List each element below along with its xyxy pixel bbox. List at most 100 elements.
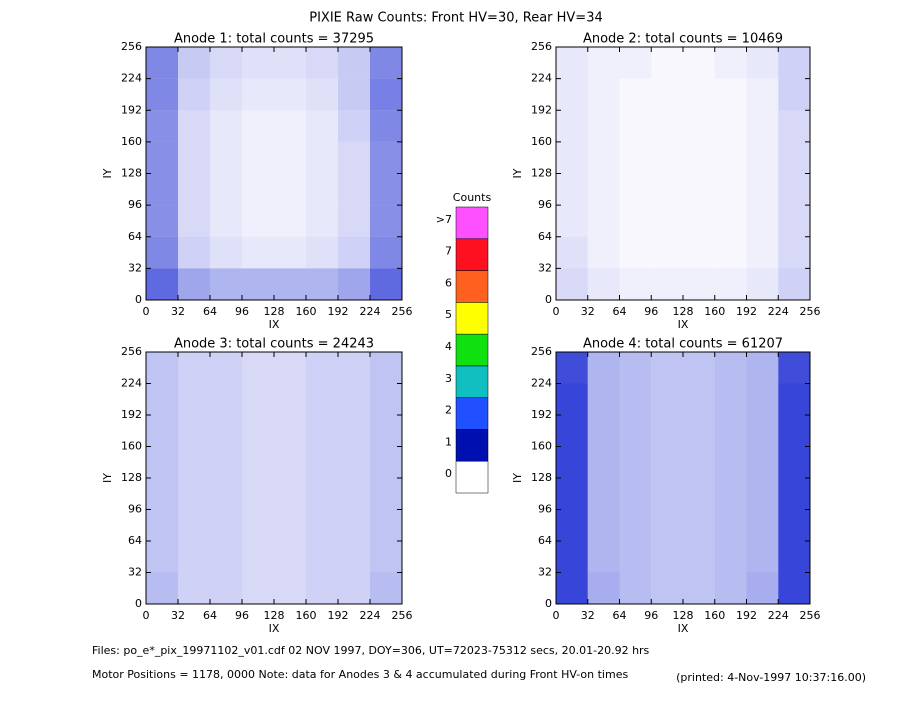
y-tick-label: 32 — [128, 261, 142, 274]
heat-cell — [620, 174, 652, 206]
heat-cell — [306, 236, 338, 269]
heat-cell — [556, 415, 588, 447]
heat-cell — [746, 268, 779, 300]
heat-cell — [210, 141, 242, 174]
heat-cell — [274, 78, 306, 111]
heat-cell — [778, 415, 810, 447]
heat-cell — [178, 268, 210, 300]
x-tick-label: 128 — [264, 305, 285, 318]
x-tick-label: 32 — [171, 305, 185, 318]
heat-cell — [587, 509, 620, 541]
x-tick-label: 160 — [296, 305, 317, 318]
heat-cell — [746, 541, 779, 573]
x-tick-label: 128 — [673, 305, 694, 318]
heat-cell — [746, 236, 779, 269]
heat-cell — [587, 352, 620, 384]
colorbar-label: 2 — [445, 404, 452, 417]
heat-cell — [210, 383, 242, 415]
heat-cell — [210, 268, 242, 300]
heat-cell — [778, 509, 810, 541]
heat-cell — [746, 352, 779, 384]
heat-cell — [651, 237, 683, 269]
y-tick-label: 224 — [531, 377, 552, 390]
y-axis-label: IY — [511, 473, 524, 483]
heat-cell — [242, 47, 274, 79]
heat-cell — [242, 141, 274, 174]
x-axis-label: IX — [678, 318, 689, 331]
footer-files: Files: po_e*_pix_19971102_v01.cdf 02 NOV… — [92, 644, 650, 657]
x-tick-label: 96 — [644, 609, 658, 622]
x-tick-label: 64 — [613, 305, 627, 318]
colorbar-swatch — [455, 397, 489, 430]
y-tick-label: 32 — [538, 261, 552, 274]
x-tick-label: 256 — [800, 609, 821, 622]
y-tick-label: 32 — [538, 566, 552, 579]
heat-cell — [746, 509, 779, 541]
heat-cell — [370, 383, 402, 415]
y-tick-label: 160 — [531, 440, 552, 453]
y-tick-label: 32 — [128, 566, 142, 579]
heat-cell — [620, 205, 652, 237]
heat-cell — [556, 110, 588, 142]
heat-cell — [683, 79, 715, 111]
heat-cell — [306, 352, 338, 384]
heat-cell — [714, 509, 747, 541]
heat-cell — [587, 415, 620, 447]
heat-cell — [715, 79, 747, 111]
y-tick-label: 224 — [531, 72, 552, 85]
y-tick-label: 160 — [121, 440, 142, 453]
heat-cell — [651, 478, 683, 510]
heat-cell — [210, 572, 242, 604]
heat-cell — [587, 478, 620, 510]
heat-cell — [746, 47, 779, 79]
heat-cell — [746, 141, 779, 174]
heat-cell — [683, 110, 715, 142]
heat-cell — [242, 415, 274, 447]
heat-cell — [370, 541, 402, 573]
heat-cell — [746, 383, 779, 415]
heat-cell — [274, 383, 306, 415]
heat-cell — [274, 509, 306, 541]
heat-cell — [274, 478, 306, 510]
heat-cell — [274, 205, 306, 237]
heat-cell — [683, 446, 715, 478]
heat-cell — [338, 415, 370, 447]
heat-cell — [746, 110, 779, 142]
colorbar-title: Counts — [453, 191, 492, 204]
y-tick-label: 128 — [531, 167, 552, 180]
y-tick-label: 256 — [121, 345, 142, 358]
y-tick-label: 256 — [531, 345, 552, 358]
heat-cell — [556, 78, 588, 111]
x-tick-label: 224 — [768, 305, 789, 318]
heat-cell — [714, 352, 747, 384]
x-tick-label: 128 — [264, 609, 285, 622]
heat-cell — [778, 541, 810, 573]
heat-cell — [651, 174, 683, 206]
heat-cell — [683, 174, 715, 206]
y-tick-label: 256 — [531, 40, 552, 53]
x-tick-label: 64 — [203, 305, 217, 318]
heat-cell — [306, 173, 338, 206]
heat-cell — [370, 478, 402, 510]
heat-cell — [146, 383, 178, 415]
heat-cell — [370, 141, 402, 174]
heat-cell — [274, 47, 306, 79]
heat-cell — [370, 205, 402, 237]
colorbar-swatch — [455, 333, 489, 367]
heat-cell — [338, 541, 370, 573]
panel-title: Anode 4: total counts = 61207 — [583, 337, 783, 352]
x-tick-label: 256 — [392, 305, 413, 318]
x-tick-label: 256 — [392, 609, 413, 622]
heat-cell — [146, 47, 178, 79]
heat-cell — [778, 205, 810, 237]
heat-cell — [587, 110, 620, 142]
figure-title: PIXIE Raw Counts: Front HV=30, Rear HV=3… — [309, 11, 603, 26]
y-tick-label: 0 — [135, 293, 142, 306]
x-tick-label: 160 — [704, 305, 725, 318]
heat-cell — [714, 478, 747, 510]
heat-cell — [651, 352, 683, 384]
heat-cell — [619, 541, 652, 573]
y-tick-label: 96 — [538, 503, 552, 516]
heat-cell — [683, 541, 715, 573]
heat-cell — [370, 572, 402, 604]
